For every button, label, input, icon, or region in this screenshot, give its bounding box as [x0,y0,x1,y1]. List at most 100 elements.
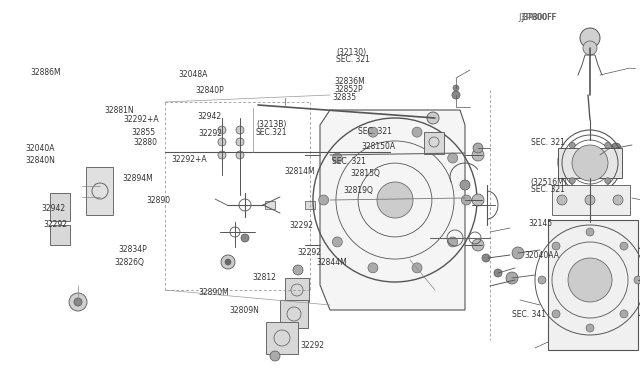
Polygon shape [50,225,70,245]
Text: 32809N: 32809N [229,306,259,315]
Circle shape [586,228,594,236]
Circle shape [319,195,329,205]
Text: 32040AA: 32040AA [525,251,560,260]
Circle shape [368,263,378,273]
Text: 32855: 32855 [131,128,156,137]
FancyBboxPatch shape [305,201,315,209]
Text: 32836M: 32836M [335,77,365,86]
Circle shape [605,142,611,148]
Circle shape [448,153,458,163]
Circle shape [74,298,82,306]
Circle shape [225,259,231,265]
Text: 32881N: 32881N [104,106,134,115]
Circle shape [218,151,226,159]
Circle shape [453,85,459,91]
Polygon shape [548,220,638,350]
Circle shape [218,138,226,146]
Circle shape [448,237,458,247]
Circle shape [472,149,484,161]
Text: 32292: 32292 [198,129,223,138]
Polygon shape [280,300,308,328]
Text: 32890: 32890 [146,196,170,205]
Circle shape [494,269,502,277]
Text: J3P800FF: J3P800FF [522,13,557,22]
Polygon shape [320,110,465,310]
Circle shape [461,195,471,205]
Text: 32880: 32880 [133,138,157,147]
Circle shape [368,127,378,137]
Circle shape [236,151,244,159]
Circle shape [472,239,484,251]
Text: SEC. 321: SEC. 321 [531,185,565,194]
Text: 32835: 32835 [333,93,357,102]
Circle shape [634,276,640,284]
Circle shape [506,272,518,284]
Text: 32890M: 32890M [198,288,229,297]
Polygon shape [86,167,113,215]
Circle shape [472,194,484,206]
Circle shape [620,242,628,250]
Circle shape [605,178,611,184]
Text: 32826Q: 32826Q [114,258,144,267]
Circle shape [332,237,342,247]
Circle shape [69,293,87,311]
Circle shape [580,28,600,48]
Circle shape [473,143,483,153]
Circle shape [218,126,226,134]
Circle shape [332,153,342,163]
Circle shape [557,195,567,205]
Polygon shape [552,185,630,215]
Circle shape [568,258,612,302]
Text: 32840N: 32840N [26,156,56,165]
Text: SEC. 321: SEC. 321 [336,55,370,64]
Text: 32040A: 32040A [26,144,55,153]
Text: 32942: 32942 [197,112,221,121]
Text: 32292: 32292 [300,341,324,350]
Text: (32516M): (32516M) [530,178,566,187]
Polygon shape [558,148,622,178]
Circle shape [613,195,623,205]
Text: 32292+A: 32292+A [172,155,207,164]
Text: 32840P: 32840P [196,86,225,94]
Circle shape [293,265,303,275]
Circle shape [570,178,575,184]
Circle shape [236,126,244,134]
Polygon shape [50,193,70,221]
Circle shape [583,41,597,55]
Text: SEC. 341: SEC. 341 [512,310,546,319]
Text: (32130): (32130) [336,48,366,57]
Circle shape [452,91,460,99]
Circle shape [570,142,575,148]
Text: J3P800FF: J3P800FF [518,13,557,22]
Circle shape [552,310,560,318]
Circle shape [221,255,235,269]
Text: 32145: 32145 [528,219,552,228]
Text: (3213B): (3213B) [256,120,286,129]
Text: 32292: 32292 [289,221,314,230]
Text: SEC. 321: SEC. 321 [531,138,565,147]
Circle shape [412,263,422,273]
Text: 32819Q: 32819Q [344,186,374,195]
FancyBboxPatch shape [265,201,275,209]
Text: 328150A: 328150A [362,142,396,151]
Circle shape [236,138,244,146]
Text: 32886M: 32886M [31,68,61,77]
Circle shape [377,182,413,218]
Circle shape [620,310,628,318]
Circle shape [512,247,524,259]
Text: 32292: 32292 [298,248,321,257]
Text: SEC.321: SEC.321 [256,128,287,137]
Circle shape [460,180,470,190]
Circle shape [482,254,490,262]
Circle shape [427,112,439,124]
Circle shape [241,234,249,242]
Text: 32292: 32292 [44,220,68,229]
Text: 32292+A: 32292+A [124,115,159,124]
Circle shape [538,276,546,284]
Circle shape [585,195,595,205]
Circle shape [572,145,608,181]
Text: 32834P: 32834P [118,246,147,254]
Text: 32894M: 32894M [123,174,154,183]
Text: 32812: 32812 [253,273,276,282]
Circle shape [552,242,560,250]
